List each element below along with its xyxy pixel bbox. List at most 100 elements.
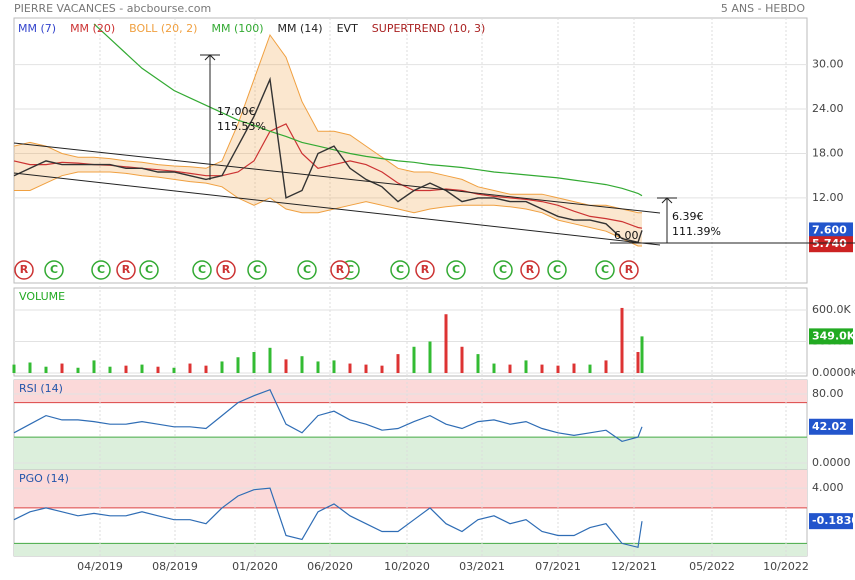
legend-entry: MM (20) — [70, 22, 115, 35]
panel — [13, 287, 808, 377]
volume-bar — [252, 352, 256, 373]
signal-label: C — [253, 263, 261, 276]
signal-label: C — [452, 263, 460, 276]
last-pgo-box — [809, 513, 853, 530]
measure-cap — [657, 197, 677, 204]
volume-bar — [124, 365, 128, 373]
trendline — [13, 142, 661, 214]
signal — [547, 260, 567, 280]
volume-bar — [476, 354, 480, 373]
volume-bar — [460, 346, 464, 373]
volume-bar — [28, 362, 32, 373]
volume-bar — [332, 360, 336, 373]
ma-line — [13, 123, 643, 229]
signal — [297, 260, 317, 280]
volume-bar — [316, 361, 320, 373]
volume-bar — [348, 363, 352, 373]
volume-bar — [444, 314, 448, 373]
volume-bar — [300, 356, 304, 373]
signal — [116, 260, 136, 280]
band-high — [14, 380, 807, 403]
panel-label: RSI (14) — [19, 382, 63, 395]
volume-bar — [60, 363, 64, 373]
y-tick-label: 0.0000 — [812, 456, 851, 469]
panel — [13, 17, 808, 284]
last-price: 7.600 — [812, 223, 847, 236]
signal — [493, 260, 513, 280]
signal-label: C — [499, 263, 507, 276]
x-tick-label: 10/2020 — [384, 560, 430, 573]
signal — [619, 260, 639, 280]
y-tick-label: 24.00 — [812, 102, 844, 115]
volume-bar — [92, 360, 96, 373]
signal — [216, 260, 236, 280]
volume-bar — [12, 364, 16, 373]
signal — [595, 260, 615, 280]
signal-label: C — [50, 263, 58, 276]
volume-bar — [556, 365, 560, 373]
volume-bar — [492, 363, 496, 373]
legend-entry: MM (7) — [18, 22, 56, 35]
annotation: 6.39€ — [672, 210, 704, 223]
last-rsi: 42.02 — [812, 420, 847, 433]
volume-bar — [540, 364, 544, 373]
signal — [247, 260, 267, 280]
annotation: 17.00€ — [217, 105, 256, 118]
signal — [139, 260, 159, 280]
signal-label: C — [601, 263, 609, 276]
volume-bar — [636, 352, 640, 373]
last-price: 5.740 — [812, 237, 847, 250]
last-pgo: -0.1830 — [812, 514, 855, 527]
signal-label: C — [553, 263, 561, 276]
signal-label: C — [396, 263, 404, 276]
volume-bar — [412, 346, 416, 373]
volume-bar — [572, 363, 576, 373]
volume-bar — [380, 365, 384, 373]
volume-bar — [220, 361, 224, 373]
signal-label: C — [303, 263, 311, 276]
signal — [415, 260, 435, 280]
x-tick-label: 12/2021 — [611, 560, 657, 573]
trendline — [13, 172, 661, 246]
signal-label: R — [526, 263, 535, 276]
signal — [520, 260, 540, 280]
band-high — [14, 470, 807, 508]
volume-bar — [172, 367, 176, 373]
volume-bar — [188, 363, 192, 373]
x-tick-label: 07/2021 — [535, 560, 581, 573]
signal-label: R — [421, 263, 430, 276]
y-tick-label: 12.00 — [812, 191, 844, 204]
legend-entry: MM (100) — [211, 22, 263, 35]
volume-bar — [396, 354, 400, 373]
legend-entry: EVT — [337, 22, 358, 35]
signal-label: C — [97, 263, 105, 276]
x-tick-label: 05/2022 — [689, 560, 735, 573]
volume-bar — [76, 367, 80, 373]
volume-bar — [620, 307, 624, 373]
annotations: 17.00€ 115.53% 6.39€ 111.39% 6.00 — [13, 54, 855, 246]
volume-bar — [428, 341, 432, 373]
signal-label: C — [145, 263, 153, 276]
signal-label: R — [122, 263, 131, 276]
legend-entry: SUPERTREND (10, 3) — [372, 22, 486, 35]
annotation: 6.00 — [614, 229, 639, 242]
signal-label: R — [20, 263, 29, 276]
signal — [192, 260, 212, 280]
ma-line — [93, 23, 643, 197]
y-tick-label: 0.0000K — [812, 366, 855, 379]
last-volume-box — [809, 328, 853, 345]
x-tick-label: 10/2022 — [763, 560, 809, 573]
chart-title: PIERRE VACANCES - abcbourse.com — [14, 2, 211, 15]
volume-bar — [508, 364, 512, 373]
y-tick-label: 80.00 — [812, 387, 844, 400]
signal — [91, 260, 111, 280]
x-tick-label: 08/2019 — [152, 560, 198, 573]
y-tick-label: 600.0K — [812, 303, 851, 316]
x-tick-label: 03/2021 — [459, 560, 505, 573]
y-tick-label: 18.00 — [812, 146, 844, 159]
signal — [44, 260, 64, 280]
y-tick-label: 30.00 — [812, 58, 844, 71]
rsi-line — [13, 388, 643, 443]
period: 5 ANS - HEBDO — [721, 2, 805, 15]
x-tick-label: 06/2020 — [307, 560, 353, 573]
